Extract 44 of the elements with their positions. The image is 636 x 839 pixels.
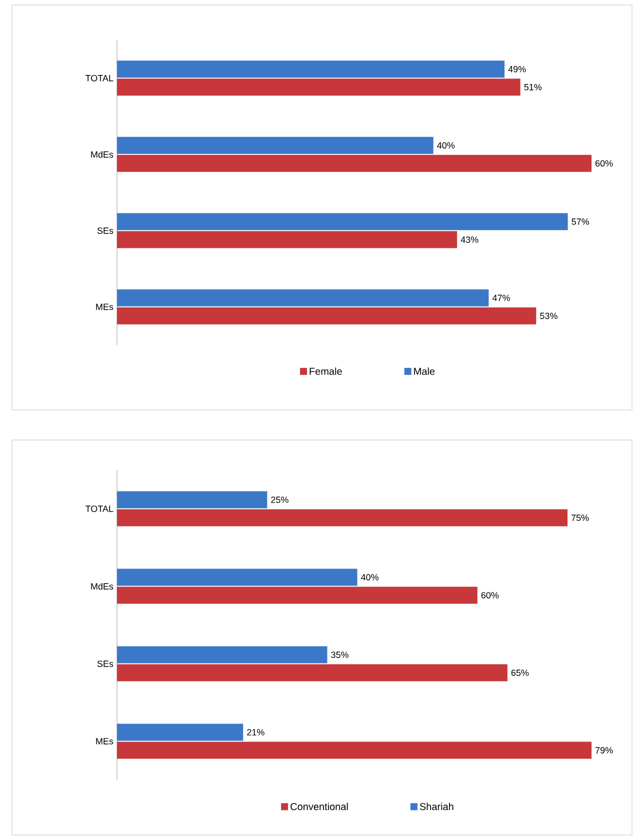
bar [116,60,505,78]
data-label: 35% [331,652,348,658]
data-label: 47% [492,294,510,302]
bar [116,586,478,604]
bar [116,307,536,324]
bar [116,568,358,586]
data-label: 60% [481,592,499,598]
data-label: 21% [247,729,264,736]
bar [116,491,268,508]
y-tick-label: SEs [97,660,114,667]
bar [116,231,458,248]
bar [116,136,434,154]
data-label: 43% [460,236,478,243]
y-tick-label: TOTAL [85,506,114,512]
y-tick-label: MEs [96,304,114,310]
y-tick-label: TOTAL [85,74,114,82]
data-label: 65% [511,670,529,676]
bar [116,742,592,759]
legend-label: Female [310,368,342,375]
legend-label: Male [414,368,435,375]
bar [116,664,508,682]
bar [116,213,568,230]
legend-label: Shariah [420,802,454,810]
bar [116,646,328,664]
data-label: 25% [271,496,288,503]
bar [116,78,520,96]
data-label: 40% [437,142,455,149]
y-tick-label: MdEs [91,582,114,590]
data-label: 79% [596,747,613,754]
legend-label: Conventional [290,802,348,810]
bar [116,289,489,306]
y-tick-label: MEs [96,738,114,744]
data-label: 40% [361,574,378,580]
bar [116,154,592,172]
data-label: 49% [508,66,526,72]
data-label: 60% [596,160,613,167]
bar [116,509,568,526]
data-label: 75% [571,514,589,521]
y-tick-label: SEs [97,227,114,234]
data-label: 57% [572,218,590,225]
data-label: 53% [540,312,558,320]
data-label: 51% [524,84,542,90]
bar [116,724,244,741]
y-tick-label: MdEs [91,151,114,158]
